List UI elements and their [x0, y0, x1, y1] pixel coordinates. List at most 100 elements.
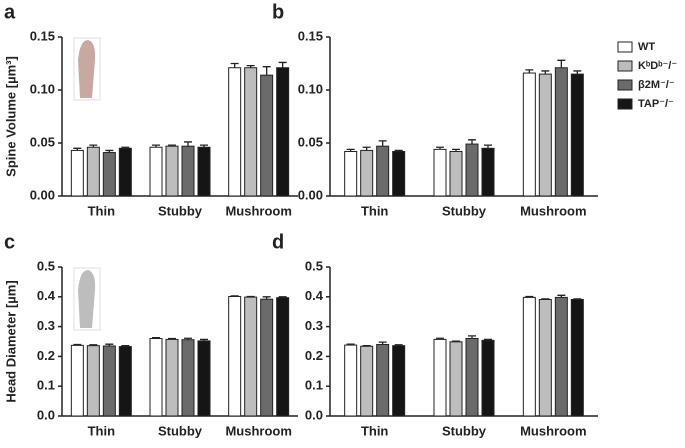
error-bar — [378, 341, 387, 345]
y-tick-label: 0.5 — [305, 258, 323, 273]
error-bar — [573, 298, 582, 300]
error-bar — [436, 337, 444, 340]
x-tick-label: Mushroom — [225, 423, 291, 438]
bar — [449, 341, 463, 417]
y-tick-label: 0.2 — [37, 348, 55, 363]
x-tick-label: Mushroom — [520, 203, 586, 218]
bar — [481, 339, 495, 417]
error-bar — [184, 337, 192, 340]
legend-label: KᵇDᵇ⁻/⁻ — [638, 60, 677, 72]
y-tick-label: 0.10 — [30, 81, 55, 96]
legend-swatch — [617, 98, 633, 110]
y-tick-label: 0.4 — [305, 288, 324, 303]
bar — [465, 143, 479, 197]
y-tick-label: 0.05 — [298, 134, 323, 149]
error-bar — [278, 61, 287, 68]
error-bar — [89, 144, 98, 148]
bar — [228, 296, 242, 417]
y-tick-label: 0.0 — [37, 407, 55, 422]
bar — [392, 345, 406, 417]
bar — [376, 343, 390, 417]
x-tick-label: Thin — [88, 423, 115, 438]
error-bar — [468, 139, 476, 145]
bar — [118, 147, 132, 197]
bar — [86, 345, 100, 417]
bar — [554, 296, 568, 417]
error-bar — [394, 344, 403, 346]
bar — [344, 344, 358, 417]
y-tick-label: 0.4 — [37, 288, 56, 303]
bar — [102, 345, 116, 417]
y-tick-label: 0.5 — [37, 258, 55, 273]
x-tick-label: Mushroom — [225, 203, 291, 218]
error-bar — [121, 146, 130, 149]
error-bar — [152, 336, 160, 339]
inset-a — [73, 37, 101, 101]
bar — [538, 298, 552, 417]
x-tick-label: Mushroom — [520, 423, 586, 438]
bar — [360, 149, 374, 197]
bar — [197, 146, 211, 197]
error-bar — [168, 144, 176, 147]
error-bar — [484, 338, 492, 341]
bar — [465, 338, 479, 417]
x-tick-label: Stubby — [442, 203, 487, 218]
bar — [554, 67, 568, 197]
error-bar — [573, 70, 582, 75]
error-bar — [394, 149, 403, 152]
error-bar — [262, 296, 271, 300]
error-bar — [541, 298, 550, 300]
legend-label: WT — [638, 41, 655, 53]
y-tick-label: 0.15 — [30, 28, 55, 43]
bar — [570, 298, 584, 417]
error-bar — [525, 295, 534, 298]
bar — [360, 345, 374, 417]
x-tick-label: Thin — [361, 423, 388, 438]
bar — [449, 150, 463, 197]
legend-swatch — [617, 41, 633, 53]
error-bar — [346, 148, 355, 152]
y-tick-label: 0.15 — [298, 28, 323, 43]
bar — [70, 344, 84, 417]
error-bar — [557, 294, 566, 298]
error-bar — [452, 340, 460, 342]
bar — [228, 67, 242, 197]
error-bar — [184, 141, 192, 147]
error-bar — [121, 345, 130, 347]
error-bar — [262, 66, 271, 76]
bar — [181, 339, 195, 417]
bar — [244, 296, 258, 417]
bar — [538, 73, 552, 197]
bar — [149, 338, 163, 417]
error-bar — [362, 146, 371, 151]
bar — [165, 338, 179, 417]
error-bar — [525, 69, 534, 74]
error-bar — [73, 343, 82, 346]
y-tick-label: 0.3 — [305, 318, 323, 333]
bar — [433, 338, 447, 417]
legend-swatch — [617, 79, 633, 91]
y-tick-label: 0.1 — [305, 378, 323, 393]
error-bar — [230, 62, 239, 68]
bar — [433, 148, 447, 197]
bar — [197, 340, 211, 417]
y-tick-label: 0.1 — [37, 378, 55, 393]
y-axis-label: Spine Volume [µm³] — [3, 56, 18, 177]
panel-label: d — [272, 231, 284, 253]
error-bar — [105, 343, 114, 346]
error-bar — [346, 343, 355, 346]
legend-swatch — [617, 60, 633, 72]
bar — [392, 150, 406, 197]
bar — [376, 145, 390, 197]
error-bar — [89, 344, 98, 346]
bar — [102, 152, 116, 197]
error-bar — [168, 337, 176, 340]
error-bar — [484, 144, 492, 149]
error-bar — [105, 149, 114, 153]
error-bar — [152, 144, 160, 148]
x-tick-label: Thin — [361, 203, 388, 218]
bar — [522, 296, 536, 417]
bar — [276, 297, 290, 417]
inset-c — [73, 267, 101, 331]
